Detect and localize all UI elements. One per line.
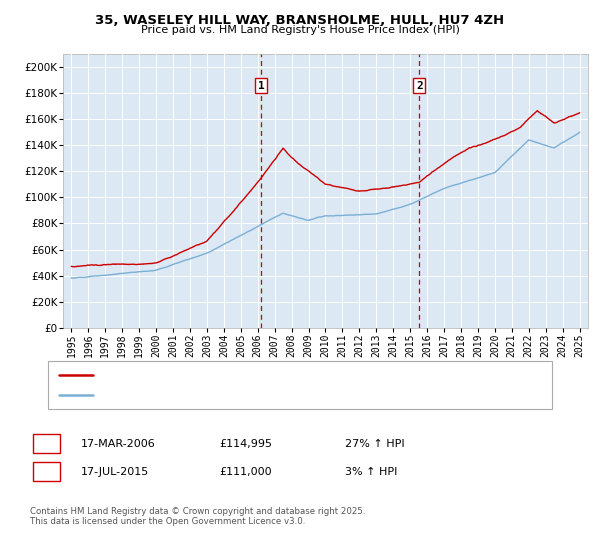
Text: 35, WASELEY HILL WAY, BRANSHOLME, HULL, HU7 4ZH: 35, WASELEY HILL WAY, BRANSHOLME, HULL, … bbox=[95, 14, 505, 27]
Text: 17-MAR-2006: 17-MAR-2006 bbox=[81, 438, 156, 449]
Text: Price paid vs. HM Land Registry's House Price Index (HPI): Price paid vs. HM Land Registry's House … bbox=[140, 25, 460, 35]
Text: £114,995: £114,995 bbox=[219, 438, 272, 449]
Text: 3% ↑ HPI: 3% ↑ HPI bbox=[345, 466, 397, 477]
Text: £111,000: £111,000 bbox=[219, 466, 272, 477]
Text: 35, WASELEY HILL WAY, BRANSHOLME, HULL, HU7 4ZH (semi-detached house): 35, WASELEY HILL WAY, BRANSHOLME, HULL, … bbox=[100, 370, 485, 380]
Text: HPI: Average price, semi-detached house, City of Kingston upon Hull: HPI: Average price, semi-detached house,… bbox=[100, 390, 435, 400]
Text: 27% ↑ HPI: 27% ↑ HPI bbox=[345, 438, 404, 449]
Text: Contains HM Land Registry data © Crown copyright and database right 2025.
This d: Contains HM Land Registry data © Crown c… bbox=[30, 507, 365, 526]
Text: 1: 1 bbox=[43, 438, 50, 449]
Text: 17-JUL-2015: 17-JUL-2015 bbox=[81, 466, 149, 477]
Text: 2: 2 bbox=[416, 81, 422, 91]
Text: 2: 2 bbox=[43, 466, 50, 477]
Text: 1: 1 bbox=[258, 81, 265, 91]
